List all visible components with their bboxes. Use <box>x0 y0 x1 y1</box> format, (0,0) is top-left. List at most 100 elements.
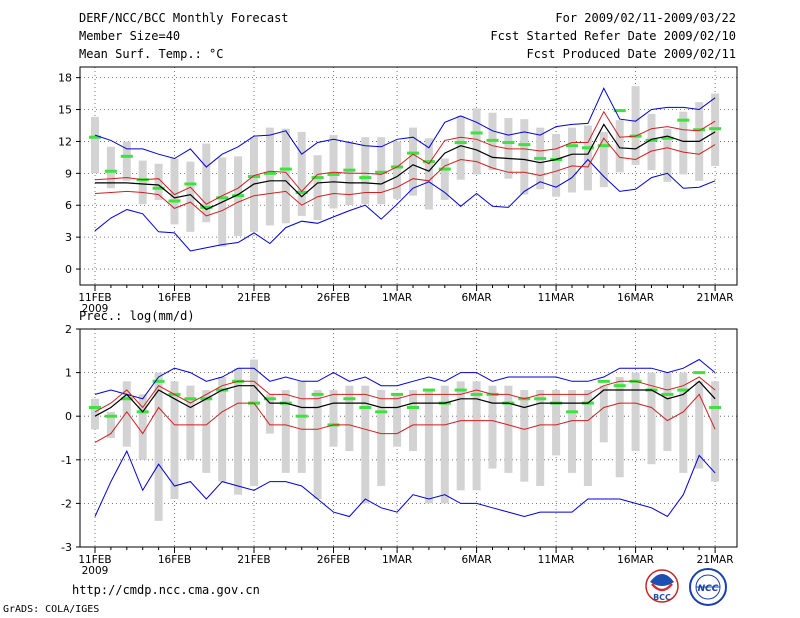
ensemble-box <box>138 394 147 460</box>
year-label: 2009 <box>82 565 109 577</box>
grads-credit: GrADS: COLA/IGES <box>3 604 100 615</box>
min-line <box>94 449 716 518</box>
median-mark <box>311 176 324 180</box>
ncc-logo: NCC <box>689 568 727 606</box>
median-mark <box>677 388 690 392</box>
ensemble-box <box>424 390 433 504</box>
ensemble-box <box>313 390 322 500</box>
ensemble-box <box>504 385 513 473</box>
median-mark <box>89 135 101 139</box>
bcc-logo-arc <box>651 583 673 592</box>
median-mark <box>248 175 260 179</box>
median-mark <box>343 397 356 401</box>
ensemble-box <box>106 146 115 189</box>
ensemble-box <box>345 385 354 452</box>
x-tick-label: 1MAR <box>382 292 412 304</box>
ensemble-box <box>568 390 576 473</box>
ensemble-box <box>552 390 561 456</box>
median-mark <box>168 199 181 203</box>
y-tick-label: 9 <box>65 167 72 180</box>
median-mark <box>104 414 117 418</box>
y-tick-label: 0 <box>65 263 72 276</box>
x-tick-label: 1MAR <box>382 554 412 566</box>
temperature-variable-label: Mean Surf. Temp.: °C <box>79 47 224 61</box>
median-mark <box>120 397 133 401</box>
max-line <box>94 358 716 400</box>
x-tick-label: 16FEB <box>158 554 191 566</box>
median-mark <box>295 414 308 418</box>
ensemble-box <box>536 390 545 486</box>
ensemble-box <box>663 372 672 452</box>
y-tick-label: -3 <box>61 541 72 554</box>
ensemble-box <box>234 368 243 495</box>
ensemble-box <box>615 376 624 478</box>
forecast-produced-date: Fcst Produced Date 2009/02/11 <box>526 47 736 61</box>
x-tick-label: 26FEB <box>317 554 350 566</box>
median-mark <box>359 176 372 180</box>
ensemble-box <box>265 394 274 434</box>
temperature-panel: 0 3 6 9 12 15 18 11FEB 16FEB 21FEB 26FEB 1MAR 6MAR 11… <box>58 66 738 315</box>
ensemble-box <box>711 381 720 482</box>
ensemble-box <box>424 138 433 210</box>
forecast-period: For 2009/02/11-2009/03/22 <box>555 11 736 25</box>
y-tick-label: 12 <box>58 135 72 148</box>
plot-frame <box>79 66 738 286</box>
median-mark <box>263 171 276 175</box>
ncc-logo-text: NCC <box>698 584 719 594</box>
ensemble-box <box>361 385 370 504</box>
x-tick-label: 6MAR <box>461 292 491 304</box>
x-tick-label: 11MAR <box>538 292 575 304</box>
ensemble-box <box>281 390 290 473</box>
median-mark <box>89 405 101 409</box>
ensemble-box <box>663 128 672 182</box>
median-mark <box>407 405 419 409</box>
ensemble-box <box>599 385 608 443</box>
median-mark <box>407 151 419 155</box>
y-tick-label: 1 <box>65 367 72 380</box>
source-url: http://cmdp.ncc.cma.gov.cn <box>72 583 260 597</box>
median-mark <box>311 392 324 396</box>
ensemble-box <box>313 155 322 221</box>
median-mark <box>232 194 245 198</box>
ensemble-box <box>631 86 640 165</box>
ensemble-box <box>138 160 147 205</box>
ensemble-box <box>615 120 624 173</box>
x-tick-label: 21MAR <box>697 554 734 566</box>
median-mark <box>375 410 388 414</box>
precipitation-variable-label: Prec.: log(mm/d) <box>79 309 195 323</box>
bcc-logo-swirl <box>650 574 674 586</box>
median-mark <box>709 405 722 409</box>
ensemble-box <box>361 137 370 205</box>
max-line <box>94 87 716 168</box>
ensemble-box <box>329 135 338 209</box>
median-mark <box>693 128 706 132</box>
x-tick-label: 16MAR <box>617 554 654 566</box>
median-mark <box>486 138 499 142</box>
median-mark <box>152 379 165 383</box>
median-mark <box>438 167 451 171</box>
median-mark <box>581 146 594 150</box>
median-mark <box>279 167 292 171</box>
ensemble-box <box>377 137 386 205</box>
lower-spread-line <box>94 393 716 443</box>
ensemble-box <box>281 128 290 224</box>
mean-line <box>94 380 716 417</box>
median-mark <box>677 118 690 122</box>
median-mark <box>709 127 722 131</box>
year-label: 2009 <box>82 303 109 315</box>
median-mark <box>661 392 674 396</box>
median-mark <box>613 109 626 113</box>
plot-frame <box>79 328 738 548</box>
median-mark <box>502 141 515 145</box>
ensemble-box <box>456 381 465 491</box>
ensemble-box <box>297 131 306 216</box>
ensemble-box <box>202 390 211 473</box>
ensemble-box <box>106 411 115 438</box>
chart-title: DERF/NCC/BCC Monthly Forecast <box>79 11 289 25</box>
ensemble-box <box>91 116 99 174</box>
median-mark <box>184 397 197 401</box>
upper-spread-line <box>94 376 716 413</box>
y-tick-label: -1 <box>61 454 72 467</box>
bcc-logo-text: BCC <box>653 593 671 602</box>
